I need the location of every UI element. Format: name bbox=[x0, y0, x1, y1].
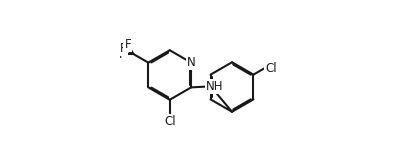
Text: F: F bbox=[119, 48, 125, 60]
Text: F: F bbox=[120, 42, 127, 55]
Text: Cl: Cl bbox=[164, 115, 176, 128]
Text: N: N bbox=[187, 56, 195, 69]
Text: Cl: Cl bbox=[265, 62, 277, 75]
Text: NH: NH bbox=[206, 80, 224, 93]
Text: F: F bbox=[125, 38, 131, 51]
